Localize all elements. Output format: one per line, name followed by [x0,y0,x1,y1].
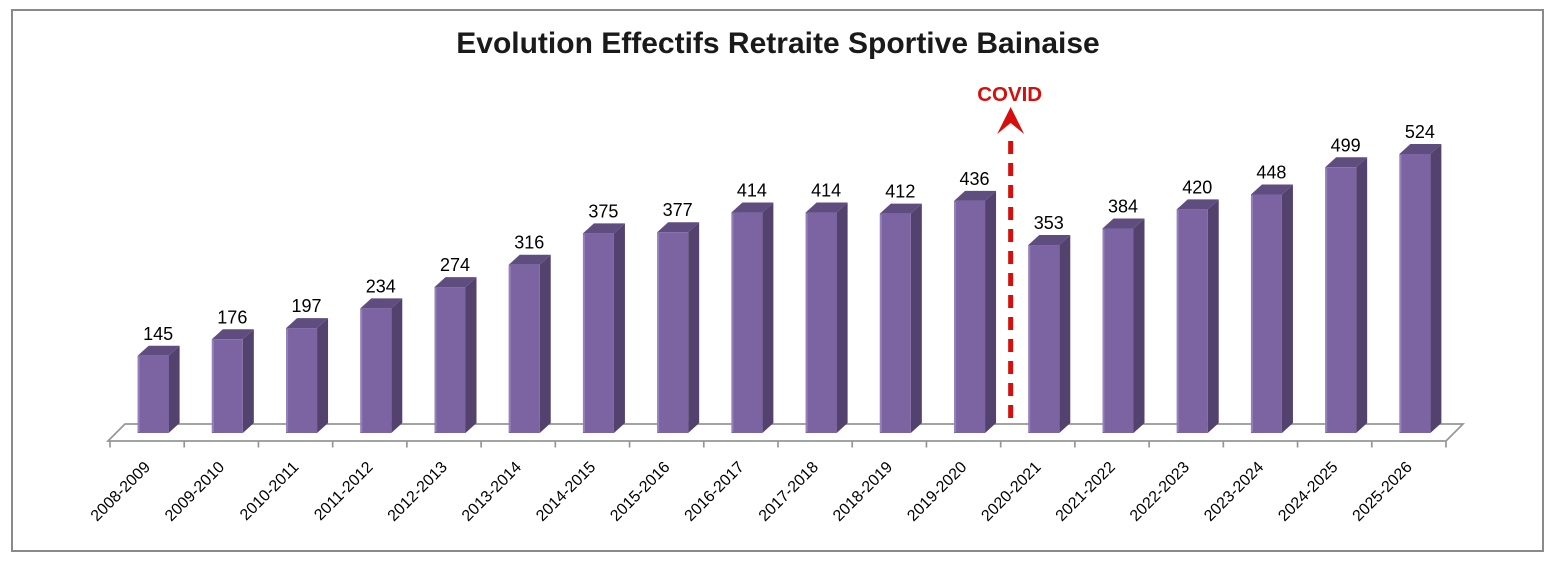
bar-side-face [168,345,180,433]
bar-side-face [613,223,625,433]
bar-value-label: 436 [960,169,990,189]
category-label: 2008-2009 [88,459,154,525]
category-label: 2017-2018 [756,459,822,525]
category-label: 2013-2014 [459,459,525,525]
category-label: 2022-2023 [1127,459,1193,525]
bar-front-face [731,212,763,433]
bar-front-face [879,213,911,433]
category-label: 2024-2025 [1275,459,1341,525]
bar-top-face [657,222,700,233]
bar-front-face [1176,209,1208,433]
bar-value-label: 420 [1182,177,1212,197]
bar-front-face [1325,167,1357,433]
category-label: 2023-2024 [1201,459,1267,525]
category-label: 2020-2021 [978,459,1044,525]
bar-front-face [1028,245,1060,433]
category-label: 2018-2019 [830,459,896,525]
category-label: 2011-2012 [311,459,376,524]
bar-top-face [1028,235,1071,246]
bar-value-label: 377 [663,200,693,220]
bar-front-face [582,233,614,433]
bar-top-face [731,202,774,213]
bar-value-label: 412 [885,182,915,202]
bar-top-face [1399,143,1442,154]
bar-value-label: 176 [217,307,247,327]
bar-side-face [688,222,700,433]
category-label: 2019-2020 [904,459,970,525]
bar-front-face [211,339,243,433]
bar-top-face [360,298,403,309]
bar-front-face [360,308,392,433]
category-label: 2016-2017 [682,459,748,525]
bar-top-face [1325,157,1368,168]
bar-top-face [211,329,254,340]
bar-value-label: 316 [514,233,544,253]
bar-top-face [805,202,848,213]
bar-front-face [137,355,169,433]
bar-top-face [1250,184,1293,195]
category-label: 2010-2011 [237,459,302,524]
bar-side-face [762,202,774,433]
bar-value-label: 384 [1108,197,1138,217]
bar-top-face [1176,199,1219,210]
bar-front-face [1102,228,1134,433]
bar-side-face [1133,218,1145,433]
bar-value-label: 145 [143,324,173,344]
bar-side-face [1356,157,1368,433]
bar-front-face [508,264,540,433]
bar-value-label: 197 [292,296,322,316]
bar-side-face [1430,143,1442,433]
bar-side-face [1281,184,1293,433]
bar-value-label: 414 [811,181,841,201]
bar-side-face [1059,235,1071,433]
bar-top-face [434,277,477,288]
category-label: 2021-2022 [1053,459,1119,525]
bar-side-face [539,254,551,433]
bar-value-label: 448 [1256,162,1286,182]
category-label: 2025-2026 [1350,459,1416,525]
bar-side-face [391,298,403,433]
bar-top-face [1102,218,1145,229]
bar-value-label: 234 [366,276,396,296]
category-label: 2015-2016 [607,459,673,525]
bar-top-face [286,318,329,329]
bar-front-face [434,287,466,433]
bar-side-face [910,203,922,433]
bar-side-face [317,318,329,433]
category-label: 2009-2010 [162,459,228,525]
bar-side-face [836,202,848,433]
bar-value-label: 375 [588,201,618,221]
bar-side-face [1207,199,1219,433]
bar-value-label: 414 [737,181,767,201]
bar-side-face [242,329,254,433]
bar-front-face [805,212,837,433]
bar-front-face [286,328,318,433]
bar-value-label: 524 [1405,122,1435,142]
bar-front-face [657,232,689,433]
bar-side-face [465,277,477,433]
bar-value-label: 353 [1034,213,1064,233]
bar-top-face [954,190,997,201]
bar-value-label: 499 [1331,135,1361,155]
covid-label: COVID [977,83,1042,106]
bar-front-face [1250,194,1282,433]
bar-side-face [985,190,997,433]
covid-arrowhead-icon [997,107,1025,134]
chart-title: Evolution Effectifs Retraite Sportive Ba… [456,27,1100,60]
bar-value-label: 274 [440,255,470,275]
bar-front-face [1399,153,1431,433]
bar-top-face [879,203,922,214]
category-label: 2012-2013 [385,459,451,525]
bar-top-face [582,223,625,234]
bar-front-face [954,200,986,433]
bar-top-face [508,254,551,265]
bar-top-face [137,345,180,356]
category-label: 2014-2015 [533,459,599,525]
